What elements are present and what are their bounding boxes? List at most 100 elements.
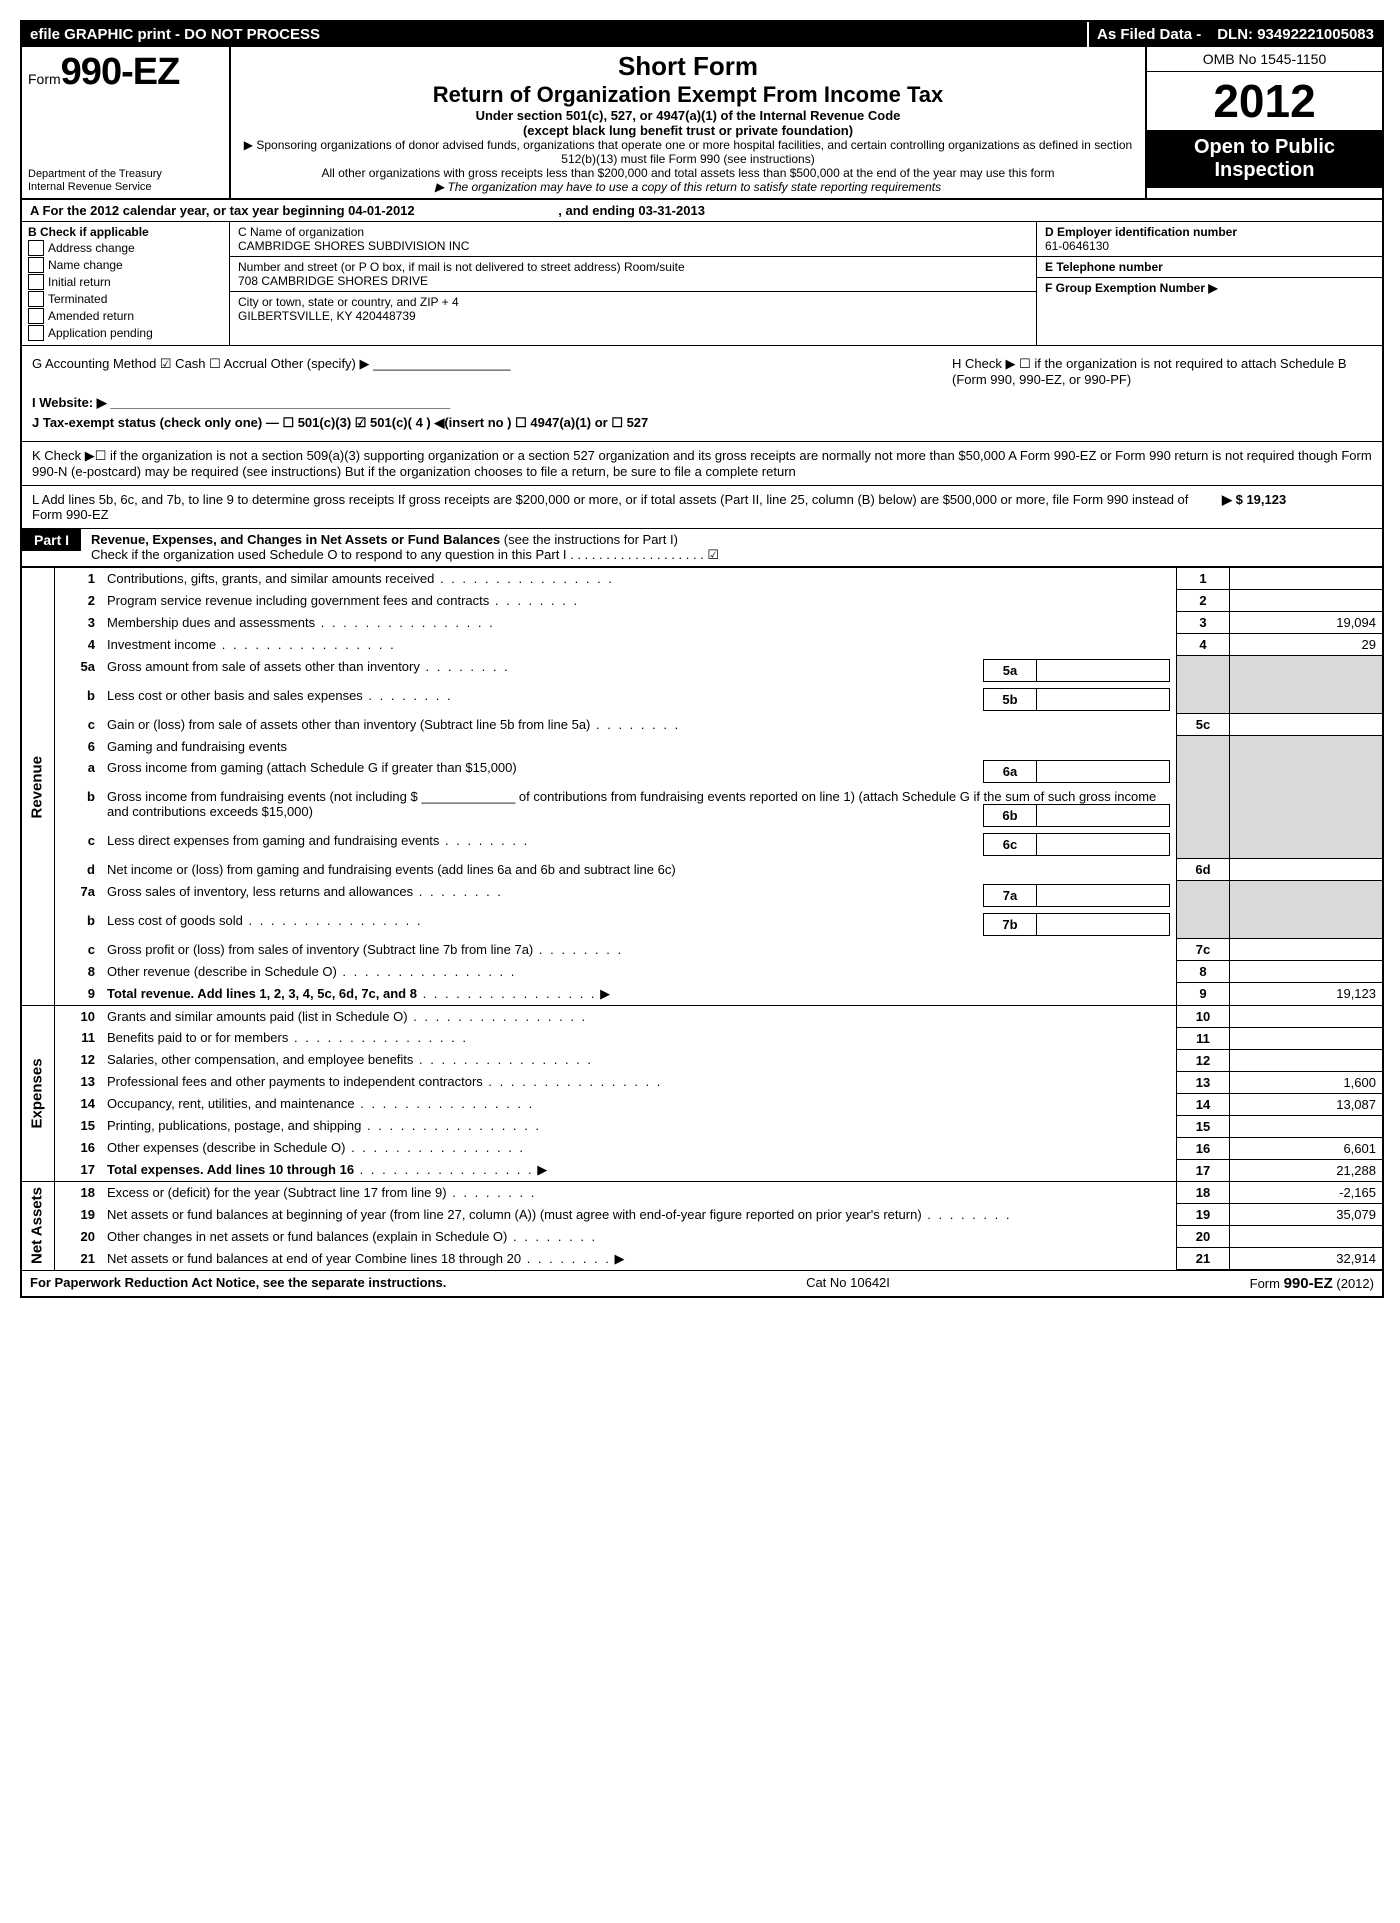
line-9-val: 19,123 bbox=[1230, 983, 1383, 1006]
line-I: I Website: ▶ ___________________________… bbox=[32, 395, 1372, 411]
line-18-desc: Excess or (deficit) for the year (Subtra… bbox=[107, 1185, 447, 1200]
B-item-4: Amended return bbox=[48, 309, 134, 323]
dept-treasury: Department of the Treasury bbox=[28, 168, 223, 181]
side-expenses: Expenses bbox=[22, 1005, 55, 1182]
line-6a-desc: Gross income from gaming (attach Schedul… bbox=[107, 760, 517, 775]
line-17-val: 21,288 bbox=[1230, 1159, 1383, 1182]
line-12-val bbox=[1230, 1049, 1383, 1071]
line-4-val: 29 bbox=[1230, 634, 1383, 656]
line-7b-desc: Less cost of goods sold bbox=[107, 913, 243, 928]
line-17-desc: Total expenses. Add lines 10 through 16 bbox=[107, 1162, 354, 1177]
line-13-desc: Professional fees and other payments to … bbox=[107, 1074, 483, 1089]
subtitle-1: Under section 501(c), 527, or 4947(a)(1)… bbox=[241, 108, 1135, 123]
line-19-val: 35,079 bbox=[1230, 1204, 1383, 1226]
line-13-val: 1,600 bbox=[1230, 1071, 1383, 1093]
part-I-bar: Part I Revenue, Expenses, and Changes in… bbox=[22, 529, 1382, 567]
short-form: Short Form bbox=[241, 51, 1135, 82]
open-line2: Inspection bbox=[1214, 159, 1314, 181]
subtitle-2: (except black lung benefit trust or priv… bbox=[241, 123, 1135, 138]
part-I-table: Revenue 1 Contributions, gifts, grants, … bbox=[22, 567, 1382, 1270]
note-1: ▶ Sponsoring organizations of donor advi… bbox=[241, 138, 1135, 166]
B-item-2: Initial return bbox=[48, 275, 111, 289]
line-10-val bbox=[1230, 1005, 1383, 1027]
line-8-desc: Other revenue (describe in Schedule O) bbox=[107, 964, 337, 979]
line-7c-val bbox=[1230, 939, 1383, 961]
part-I-title: Revenue, Expenses, and Changes in Net As… bbox=[91, 532, 500, 547]
part-I-note: (see the instructions for Part I) bbox=[504, 532, 678, 547]
footer-catno: Cat No 10642I bbox=[806, 1275, 890, 1292]
chk-name-change[interactable]: Name change bbox=[28, 257, 223, 273]
line-L-value: ▶ $ 19,123 bbox=[1222, 492, 1372, 522]
line-2-val bbox=[1230, 590, 1383, 612]
topbar-left: efile GRAPHIC print - DO NOT PROCESS bbox=[22, 22, 1087, 47]
line-A-end: , and ending 03-31-2013 bbox=[558, 203, 705, 218]
col-B: B Check if applicable Address change Nam… bbox=[22, 222, 230, 345]
line-10-desc: Grants and similar amounts paid (list in… bbox=[107, 1009, 408, 1024]
form-header: Form990-EZ Department of the Treasury In… bbox=[22, 47, 1382, 200]
C-label-addr: Number and street (or P O box, if mail i… bbox=[238, 260, 1028, 274]
open-to-public: Open to Public Inspection bbox=[1147, 130, 1382, 188]
line-9-desc: Total revenue. Add lines 1, 2, 3, 4, 5c,… bbox=[107, 986, 417, 1001]
dept-irs: Internal Revenue Service bbox=[28, 181, 223, 194]
part-I-tag: Part I bbox=[22, 529, 81, 551]
B-item-0: Address change bbox=[48, 241, 135, 255]
line-16-val: 6,601 bbox=[1230, 1137, 1383, 1159]
line-L-text: L Add lines 5b, 6c, and 7b, to line 9 to… bbox=[32, 492, 1222, 522]
org-address: 708 CAMBRIDGE SHORES DRIVE bbox=[238, 274, 1028, 288]
form-990ez: efile GRAPHIC print - DO NOT PROCESS As … bbox=[20, 20, 1384, 1298]
line-7c-desc: Gross profit or (loss) from sales of inv… bbox=[107, 942, 533, 957]
line-11-desc: Benefits paid to or for members bbox=[107, 1030, 288, 1045]
line-A: A For the 2012 calendar year, or tax yea… bbox=[22, 200, 1382, 222]
side-revenue: Revenue bbox=[22, 568, 55, 1006]
form-number: Form990-EZ bbox=[28, 51, 223, 94]
tax-year: 2012 bbox=[1147, 72, 1382, 130]
B-item-1: Name change bbox=[48, 258, 123, 272]
chk-initial-return[interactable]: Initial return bbox=[28, 274, 223, 290]
org-city: GILBERTSVILLE, KY 420448739 bbox=[238, 309, 1028, 323]
topbar-dln: DLN: 93492221005083 bbox=[1209, 22, 1382, 47]
part-I-check: Check if the organization used Schedule … bbox=[91, 547, 719, 562]
note-3: ▶ The organization may have to use a cop… bbox=[241, 180, 1135, 194]
line-6c-desc: Less direct expenses from gaming and fun… bbox=[107, 833, 439, 848]
chk-address-change[interactable]: Address change bbox=[28, 240, 223, 256]
footer-right: Form 990-EZ (2012) bbox=[1250, 1275, 1374, 1292]
footer-left: For Paperwork Reduction Act Notice, see … bbox=[30, 1275, 446, 1292]
C-label-city: City or town, state or country, and ZIP … bbox=[238, 295, 1028, 309]
line-15-val bbox=[1230, 1115, 1383, 1137]
B-item-3: Terminated bbox=[48, 292, 107, 306]
chk-terminated[interactable]: Terminated bbox=[28, 291, 223, 307]
top-bar: efile GRAPHIC print - DO NOT PROCESS As … bbox=[22, 22, 1382, 47]
line-15-desc: Printing, publications, postage, and shi… bbox=[107, 1118, 361, 1133]
E-label: E Telephone number bbox=[1045, 260, 1374, 274]
line-H: H Check ▶ ☐ if the organization is not r… bbox=[952, 356, 1372, 387]
chk-amended[interactable]: Amended return bbox=[28, 308, 223, 324]
F-label: F Group Exemption Number ▶ bbox=[1045, 281, 1374, 295]
open-line1: Open to Public bbox=[1194, 136, 1335, 158]
col-DEF: D Employer identification number 61-0646… bbox=[1036, 222, 1382, 345]
line-18-val: -2,165 bbox=[1230, 1182, 1383, 1204]
col-C: C Name of organization CAMBRIDGE SHORES … bbox=[230, 222, 1036, 345]
line-19-desc: Net assets or fund balances at beginning… bbox=[107, 1207, 922, 1222]
line-7a-desc: Gross sales of inventory, less returns a… bbox=[107, 884, 413, 899]
form-num: 990-EZ bbox=[61, 51, 180, 93]
line-16-desc: Other expenses (describe in Schedule O) bbox=[107, 1140, 345, 1155]
line-4-desc: Investment income bbox=[107, 637, 216, 652]
line-3-desc: Membership dues and assessments bbox=[107, 615, 315, 630]
form-title: Return of Organization Exempt From Incom… bbox=[241, 82, 1135, 108]
line-8-val bbox=[1230, 961, 1383, 983]
line-14-val: 13,087 bbox=[1230, 1093, 1383, 1115]
line-3-val: 19,094 bbox=[1230, 612, 1383, 634]
C-label-name: C Name of organization bbox=[238, 225, 1028, 239]
line-5c-val bbox=[1230, 714, 1383, 736]
line-5a-desc: Gross amount from sale of assets other t… bbox=[107, 659, 420, 674]
line-20-desc: Other changes in net assets or fund bala… bbox=[107, 1229, 507, 1244]
note-2: All other organizations with gross recei… bbox=[241, 166, 1135, 180]
line-14-desc: Occupancy, rent, utilities, and maintena… bbox=[107, 1096, 355, 1111]
line-1-val bbox=[1230, 568, 1383, 590]
lines-G-to-L: G Accounting Method ☑ Cash ☐ Accrual Oth… bbox=[22, 346, 1382, 442]
topbar-mid: As Filed Data - bbox=[1087, 22, 1209, 47]
line-J: J Tax-exempt status (check only one) — ☐… bbox=[32, 415, 1372, 431]
line-21-desc: Net assets or fund balances at end of ye… bbox=[107, 1251, 521, 1266]
form-prefix: Form bbox=[28, 71, 61, 87]
chk-app-pending[interactable]: Application pending bbox=[28, 325, 223, 341]
